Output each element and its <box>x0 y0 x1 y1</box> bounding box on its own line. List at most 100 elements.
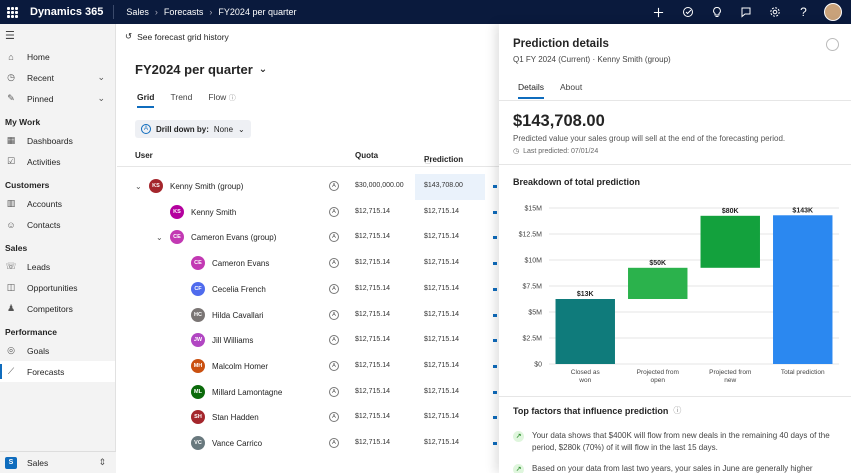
table-row[interactable]: CF Cecelia French A $12,715.14 $12,715.14 <box>117 277 517 303</box>
breadcrumb-forecasts[interactable]: Forecasts <box>163 7 204 17</box>
table-row[interactable]: ⌄ KS Kenny Smith (group) A $30,000,000.00 $14… <box>117 174 517 200</box>
target-icon[interactable] <box>673 0 702 24</box>
breadcrumb-sales[interactable]: Sales <box>126 7 149 17</box>
chevron-down-icon[interactable]: ⌄ <box>97 93 105 103</box>
user-name[interactable]: Malcolm Homer <box>212 361 269 371</box>
chevron-down-icon[interactable]: ⌄ <box>135 182 142 191</box>
prediction-value[interactable]: $12,715.14 <box>424 336 460 344</box>
tab-grid[interactable]: Grid <box>137 92 155 108</box>
assistant-icon[interactable]: A <box>329 386 339 397</box>
prediction-value[interactable]: $12,715.14 <box>424 207 460 215</box>
tab-trend[interactable]: Trend <box>170 92 193 102</box>
chevron-down-icon[interactable]: ⌄ <box>156 233 163 243</box>
user-name[interactable]: Cameron Evans (group) <box>191 233 277 243</box>
user-name[interactable]: Stan Hadden <box>212 413 259 423</box>
quota-value[interactable]: $12,715.14 <box>355 310 391 318</box>
user-name[interactable]: Millard Lamontagne <box>212 387 283 397</box>
table-row[interactable]: KS Kenny Smith A $12,715.14 $12,715.14 <box>117 200 517 226</box>
quota-value[interactable]: $12,715.14 <box>355 233 391 241</box>
hamburger-menu-icon[interactable]: ☰ <box>5 29 15 42</box>
user-name[interactable]: Cecelia French <box>212 284 266 294</box>
help-icon[interactable]: ? <box>800 5 807 19</box>
app-brand[interactable]: Dynamics 365 <box>30 5 115 19</box>
quota-value[interactable]: $12,715.14 <box>355 387 391 395</box>
drill-down-button[interactable]: A Drill down by: None ⌄ <box>135 120 251 138</box>
assistant-icon[interactable]: A <box>329 360 339 371</box>
table-row[interactable]: ⌄ CE Cameron Evans (group) A $12,715.14 $12,7… <box>117 225 517 251</box>
sidebar-item-home[interactable]: ⌂ Home <box>0 46 115 67</box>
prediction-value[interactable]: $12,715.14 <box>424 310 460 318</box>
assistant-icon[interactable]: A <box>329 181 339 191</box>
sidebar-item-pinned[interactable]: ✎ Pinned ⌄ <box>0 88 115 109</box>
prediction-value[interactable]: $12,715.14 <box>424 387 460 395</box>
user-name[interactable]: Kenny Smith <box>191 207 237 217</box>
prediction-cell-highlight <box>415 174 485 200</box>
gear-icon[interactable] <box>760 0 789 24</box>
assistant-icon[interactable]: A <box>329 438 339 448</box>
user-avatar[interactable] <box>824 3 842 21</box>
quota-value[interactable]: $12,715.14 <box>355 336 391 344</box>
assistant-icon[interactable]: A <box>329 206 339 217</box>
sidebar-item-forecasts[interactable]: ⟋ Forecasts <box>0 361 115 382</box>
prediction-value[interactable]: $12,715.14 <box>424 284 460 292</box>
sidebar-item-goals[interactable]: ◎ Goals <box>0 340 115 361</box>
quota-value[interactable]: $30,000,000.00 <box>355 182 404 189</box>
user-name[interactable]: Cameron Evans <box>212 259 270 269</box>
user-name[interactable]: Jill Williams <box>212 336 254 346</box>
quota-value[interactable]: $12,715.14 <box>355 361 391 369</box>
quota-value[interactable]: $12,715.14 <box>355 413 391 421</box>
user-name[interactable]: Vance Carrico <box>212 439 263 448</box>
assistant-icon[interactable]: A <box>329 283 339 294</box>
sidebar-item-opportunities[interactable]: ◫ Opportunities <box>0 277 115 298</box>
x-category-label: Projected from open <box>637 369 679 384</box>
forecast-title[interactable]: FY2024 per quarter ⌄ <box>135 62 267 77</box>
forecast-title-text: FY2024 per quarter <box>135 62 253 77</box>
sidebar-item-recent[interactable]: ◷ Recent ⌄ <box>0 67 115 88</box>
column-header-quota[interactable]: Quota <box>355 151 379 160</box>
table-row[interactable]: MH Malcolm Homer A $12,715.14 $12,715.14 <box>117 354 517 380</box>
sidebar-item-activities[interactable]: ☑ Activities <box>0 151 115 172</box>
prediction-value[interactable]: $12,715.14 <box>424 259 460 267</box>
quota-value[interactable]: $12,715.14 <box>355 207 391 215</box>
prediction-value[interactable]: $12,715.14 <box>424 233 460 241</box>
table-row[interactable]: JW Jill Williams A $12,715.14 $12,715.14 <box>117 328 517 354</box>
sidebar-item-dashboards[interactable]: ▦ Dashboards <box>0 130 115 151</box>
forecast-history-link[interactable]: ↺ See forecast grid history <box>125 31 229 42</box>
quota-value[interactable]: $12,715.14 <box>355 439 391 446</box>
chat-icon[interactable] <box>731 0 760 24</box>
trend-up-icon: ↗ <box>513 431 524 442</box>
user-name[interactable]: Kenny Smith (group) <box>170 182 244 191</box>
tab-about[interactable]: About <box>559 82 583 92</box>
app-launcher-icon[interactable] <box>0 0 24 24</box>
sidebar-item-leads[interactable]: ☏ Leads <box>0 256 115 277</box>
table-row[interactable]: VC Vance Carrico A $12,715.14 $12,715.14 <box>117 431 517 457</box>
prediction-value[interactable]: $12,715.14 <box>424 361 460 369</box>
breadcrumb-current[interactable]: FY2024 per quarter <box>218 7 297 17</box>
quota-value[interactable]: $12,715.14 <box>355 284 391 292</box>
table-row[interactable]: ML Millard Lamontagne A $12,715.14 $12,715.1… <box>117 380 517 406</box>
assistant-icon[interactable]: A <box>329 412 339 423</box>
sidebar-item-accounts[interactable]: ▥ Accounts <box>0 193 115 214</box>
lightbulb-icon[interactable] <box>702 0 731 24</box>
tab-flow[interactable]: Flow ⓘ <box>208 92 235 108</box>
assistant-icon[interactable]: A <box>329 258 339 269</box>
prediction-value[interactable]: $12,715.14 <box>424 413 460 421</box>
assistant-icon[interactable]: A <box>329 309 339 320</box>
prediction-value[interactable]: $143,708.00 <box>424 182 463 189</box>
column-header-user[interactable]: User <box>135 151 153 160</box>
tab-details[interactable]: Details <box>518 82 544 99</box>
plus-icon[interactable] <box>644 0 673 24</box>
quota-value[interactable]: $12,715.14 <box>355 259 391 267</box>
user-name[interactable]: Hilda Cavallari <box>212 310 264 320</box>
assistant-icon[interactable]: A <box>329 232 339 243</box>
close-panel-button[interactable] <box>826 38 839 51</box>
table-row[interactable]: CE Cameron Evans A $12,715.14 $12,715.14 <box>117 251 517 277</box>
assistant-icon[interactable]: A <box>329 335 339 346</box>
table-row[interactable]: SH Stan Hadden A $12,715.14 $12,715.14 <box>117 405 517 431</box>
area-switcher[interactable]: S Sales ⇕ <box>0 451 116 473</box>
table-row[interactable]: HC Hilda Cavallari A $12,715.14 $12,715.14 <box>117 303 517 329</box>
sidebar-item-contacts[interactable]: ☺ Contacts <box>0 214 115 235</box>
prediction-value[interactable]: $12,715.14 <box>424 439 460 446</box>
chevron-down-icon[interactable]: ⌄ <box>97 72 105 82</box>
sidebar-item-competitors[interactable]: ♟ Competitors <box>0 298 115 319</box>
